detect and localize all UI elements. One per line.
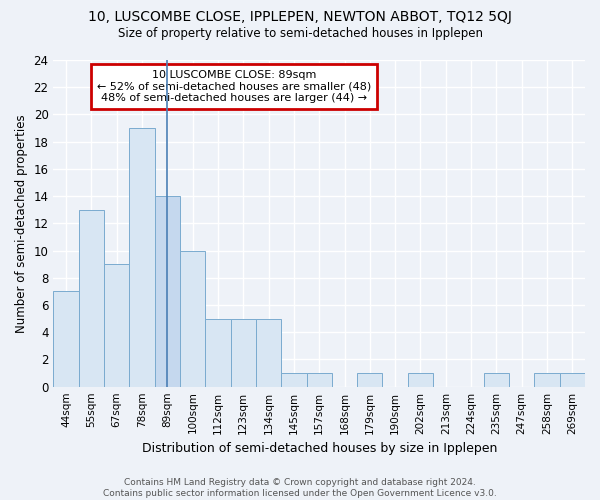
Bar	[104, 264, 130, 386]
Y-axis label: Number of semi-detached properties: Number of semi-detached properties	[15, 114, 28, 332]
Bar	[484, 373, 509, 386]
Bar	[560, 373, 585, 386]
Bar	[155, 196, 180, 386]
Bar	[130, 128, 155, 386]
Bar	[408, 373, 433, 386]
Bar	[53, 292, 79, 386]
X-axis label: Distribution of semi-detached houses by size in Ipplepen: Distribution of semi-detached houses by …	[142, 442, 497, 455]
Bar	[281, 373, 307, 386]
Bar	[307, 373, 332, 386]
Text: 10, LUSCOMBE CLOSE, IPPLEPEN, NEWTON ABBOT, TQ12 5QJ: 10, LUSCOMBE CLOSE, IPPLEPEN, NEWTON ABB…	[88, 10, 512, 24]
Bar	[535, 373, 560, 386]
Text: Size of property relative to semi-detached houses in Ipplepen: Size of property relative to semi-detach…	[118, 28, 482, 40]
Bar	[205, 318, 230, 386]
Bar	[79, 210, 104, 386]
Bar	[230, 318, 256, 386]
Bar	[256, 318, 281, 386]
Text: Contains HM Land Registry data © Crown copyright and database right 2024.
Contai: Contains HM Land Registry data © Crown c…	[103, 478, 497, 498]
Text: 10 LUSCOMBE CLOSE: 89sqm
← 52% of semi-detached houses are smaller (48)
48% of s: 10 LUSCOMBE CLOSE: 89sqm ← 52% of semi-d…	[97, 70, 371, 103]
Bar	[357, 373, 382, 386]
Bar	[180, 250, 205, 386]
